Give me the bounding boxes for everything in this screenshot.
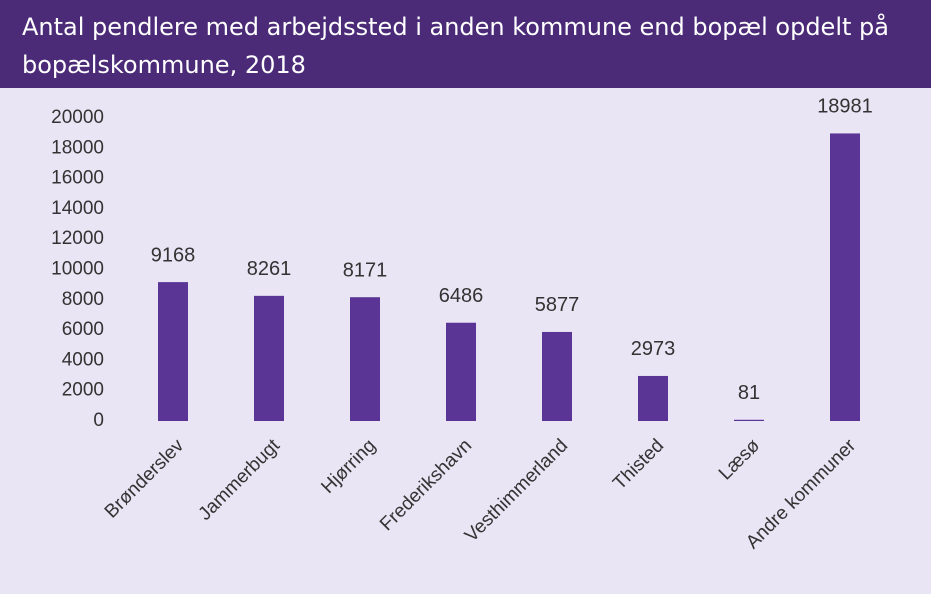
y-tick-label: 2000 xyxy=(62,380,104,401)
data-label: 6486 xyxy=(439,285,484,307)
x-tick-label: Thisted xyxy=(609,435,668,494)
x-tick-label: Hjørring xyxy=(317,435,380,498)
bar xyxy=(638,375,668,421)
bar xyxy=(158,282,188,421)
data-label: 8261 xyxy=(247,258,292,280)
data-label: 9168 xyxy=(151,244,196,266)
y-tick-label: 14000 xyxy=(51,198,104,219)
y-tick-label: 8000 xyxy=(62,289,104,310)
bar xyxy=(830,133,860,421)
bar xyxy=(542,331,572,421)
data-label: 18981 xyxy=(817,96,873,118)
y-tick-label: 0 xyxy=(93,410,104,431)
x-tick-label: Jammerbugt xyxy=(195,435,285,525)
y-tick-label: 12000 xyxy=(51,228,104,249)
bar xyxy=(350,297,380,421)
x-tick-label: Brønderslev xyxy=(101,435,189,523)
bar xyxy=(446,322,476,421)
y-tick-label: 16000 xyxy=(51,168,104,189)
data-label: 2973 xyxy=(631,338,676,360)
x-tick-label: Frederikshavn xyxy=(376,435,476,535)
y-tick-label: 18000 xyxy=(51,137,104,158)
bar xyxy=(734,419,764,421)
x-tick-label: Vesthimmerland xyxy=(461,435,572,546)
y-tick-label: 4000 xyxy=(62,349,104,370)
data-label: 81 xyxy=(738,382,760,404)
chart-title: Antal pendlere med arbejdssted i anden k… xyxy=(0,0,931,88)
x-tick-label: Læsø xyxy=(715,435,764,484)
bar xyxy=(254,295,284,421)
data-label: 5877 xyxy=(535,294,580,316)
y-tick-label: 10000 xyxy=(51,259,104,280)
y-tick-label: 6000 xyxy=(62,319,104,340)
y-tick-label: 20000 xyxy=(51,107,104,128)
data-label: 8171 xyxy=(343,259,388,281)
